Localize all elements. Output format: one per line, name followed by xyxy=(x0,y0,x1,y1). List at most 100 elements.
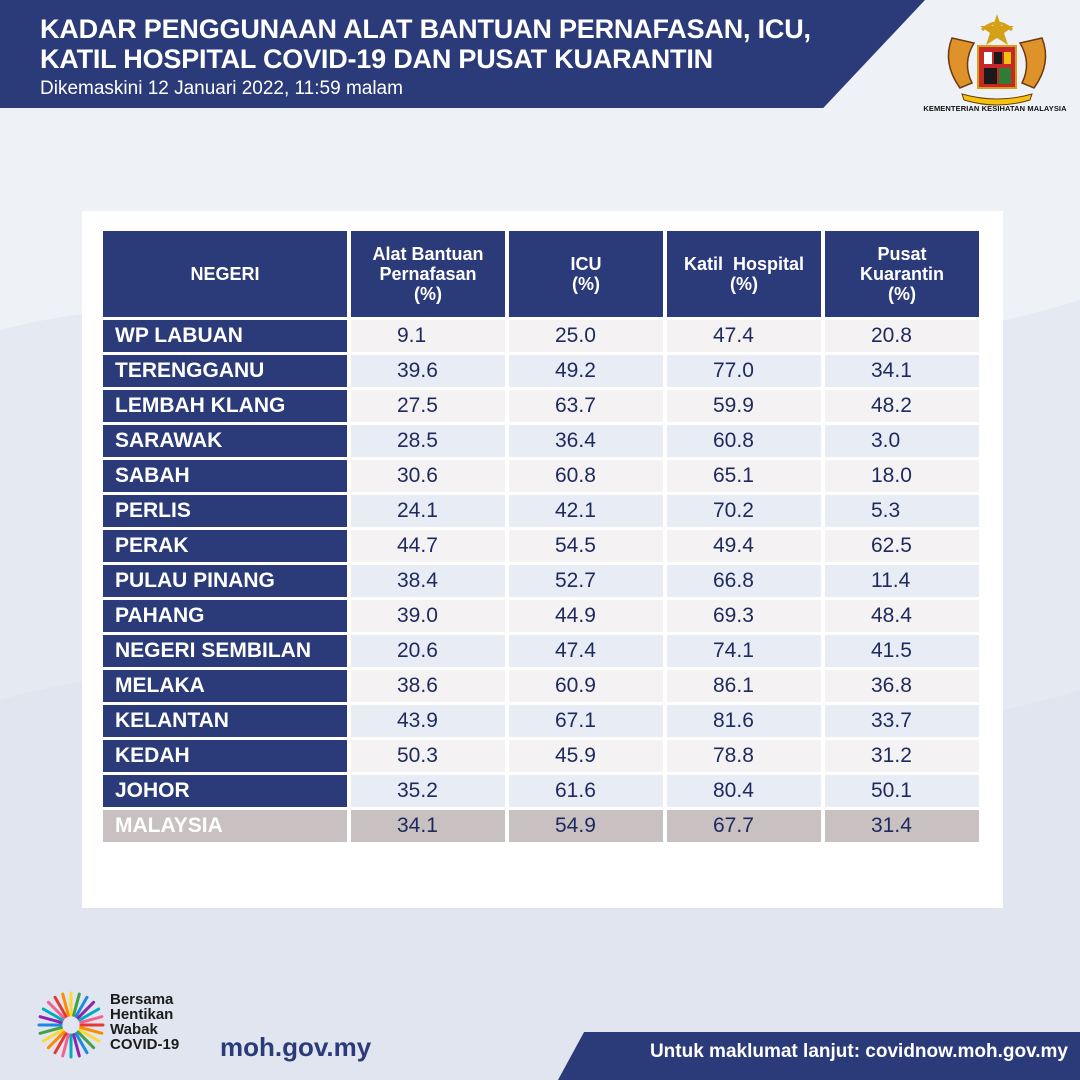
icu-cell: 44.9 xyxy=(509,600,663,632)
state-cell: PAHANG xyxy=(103,600,347,632)
quarantine-cell: 33.7 xyxy=(825,705,979,737)
table-row: PAHANG 39.0 44.9 69.3 48.4 xyxy=(103,600,979,632)
utilization-table: NEGERI Alat Bantuan Pernafasan (%) ICU (… xyxy=(99,228,983,845)
hospital-cell: 65.1 xyxy=(667,460,821,492)
hospital-cell: 86.1 xyxy=(667,670,821,702)
quarantine-cell: 18.0 xyxy=(825,460,979,492)
ventilator-cell: 30.6 xyxy=(351,460,505,492)
ventilator-cell: 27.5 xyxy=(351,390,505,422)
quarantine-cell: 11.4 xyxy=(825,565,979,597)
icu-cell: 54.9 xyxy=(509,810,663,842)
icu-cell: 63.7 xyxy=(509,390,663,422)
icu-cell: 60.9 xyxy=(509,670,663,702)
quarantine-cell: 3.0 xyxy=(825,425,979,457)
quarantine-cell: 34.1 xyxy=(825,355,979,387)
total-row: MALAYSIA 34.1 54.9 67.7 31.4 xyxy=(103,810,979,842)
quarantine-cell: 41.5 xyxy=(825,635,979,667)
quarantine-cell: 62.5 xyxy=(825,530,979,562)
ventilator-cell: 34.1 xyxy=(351,810,505,842)
hospital-cell: 78.8 xyxy=(667,740,821,772)
icu-cell: 67.1 xyxy=(509,705,663,737)
hospital-cell: 66.8 xyxy=(667,565,821,597)
quarantine-cell: 36.8 xyxy=(825,670,979,702)
hospital-cell: 60.8 xyxy=(667,425,821,457)
table-row: SABAH 30.6 60.8 65.1 18.0 xyxy=(103,460,979,492)
state-cell: KEDAH xyxy=(103,740,347,772)
ventilator-cell: 38.6 xyxy=(351,670,505,702)
hospital-cell: 69.3 xyxy=(667,600,821,632)
ministry-caption: KEMENTERIAN KESIHATAN MALAYSIA xyxy=(923,104,1067,113)
table-body: WP LABUAN 9.1 25.0 47.4 20.8 TERENGGANU 39.6 49… xyxy=(103,320,979,842)
ventilator-cell: 9.1 xyxy=(351,320,505,352)
ventilator-cell: 39.6 xyxy=(351,355,505,387)
state-cell: WP LABUAN xyxy=(103,320,347,352)
table-row: WP LABUAN 9.1 25.0 47.4 20.8 xyxy=(103,320,979,352)
ventilator-cell: 24.1 xyxy=(351,495,505,527)
icu-cell: 42.1 xyxy=(509,495,663,527)
header-icu: ICU (%) xyxy=(509,231,663,317)
more-info-link[interactable]: Untuk maklumat lanjut: covidnow.moh.gov.… xyxy=(649,1041,1068,1062)
quarantine-cell: 31.2 xyxy=(825,740,979,772)
header-band xyxy=(0,0,925,108)
state-cell: LEMBAH KLANG xyxy=(103,390,347,422)
hospital-cell: 67.7 xyxy=(667,810,821,842)
icu-cell: 60.8 xyxy=(509,460,663,492)
ventilator-cell: 39.0 xyxy=(351,600,505,632)
coat-of-arms-logo xyxy=(947,14,1047,106)
ventilator-cell: 35.2 xyxy=(351,775,505,807)
table-header-row: NEGERI Alat Bantuan Pernafasan (%) ICU (… xyxy=(103,231,979,317)
quarantine-cell: 48.4 xyxy=(825,600,979,632)
table-row: KEDAH 50.3 45.9 78.8 31.2 xyxy=(103,740,979,772)
ventilator-cell: 28.5 xyxy=(351,425,505,457)
icu-cell: 36.4 xyxy=(509,425,663,457)
hospital-cell: 70.2 xyxy=(667,495,821,527)
quarantine-cell: 20.8 xyxy=(825,320,979,352)
header-state: NEGERI xyxy=(103,231,347,317)
footer-band xyxy=(558,1032,1080,1080)
icu-cell: 52.7 xyxy=(509,565,663,597)
updated-timestamp: Dikemaskini 12 Januari 2022, 11:59 malam xyxy=(40,78,403,99)
ventilator-cell: 44.7 xyxy=(351,530,505,562)
state-cell: NEGERI SEMBILAN xyxy=(103,635,347,667)
campaign-slogan: Bersama Hentikan Wabak COVID-19 xyxy=(110,991,180,1053)
icu-cell: 54.5 xyxy=(509,530,663,562)
state-cell: KELANTAN xyxy=(103,705,347,737)
header-quarantine: Pusat Kuarantin (%) xyxy=(825,231,979,317)
state-cell: TERENGGANU xyxy=(103,355,347,387)
title-line-1: KADAR PENGGUNAAN ALAT BANTUAN PERNAFASAN… xyxy=(40,14,811,44)
quarantine-cell: 48.2 xyxy=(825,390,979,422)
quarantine-cell: 5.3 xyxy=(825,495,979,527)
ventilator-cell: 38.4 xyxy=(351,565,505,597)
table-row: SARAWAK 28.5 36.4 60.8 3.0 xyxy=(103,425,979,457)
icu-cell: 45.9 xyxy=(509,740,663,772)
ventilator-cell: 43.9 xyxy=(351,705,505,737)
table-row: KELANTAN 43.9 67.1 81.6 33.7 xyxy=(103,705,979,737)
table-row: PERLIS 24.1 42.1 70.2 5.3 xyxy=(103,495,979,527)
hospital-cell: 47.4 xyxy=(667,320,821,352)
table-row: NEGERI SEMBILAN 20.6 47.4 74.1 41.5 xyxy=(103,635,979,667)
site-link[interactable]: moh.gov.my xyxy=(220,1032,372,1062)
hospital-cell: 74.1 xyxy=(667,635,821,667)
hospital-cell: 77.0 xyxy=(667,355,821,387)
table-row: TERENGGANU 39.6 49.2 77.0 34.1 xyxy=(103,355,979,387)
header-hospital: Katil Hospital (%) xyxy=(667,231,821,317)
state-cell: JOHOR xyxy=(103,775,347,807)
state-cell: PERLIS xyxy=(103,495,347,527)
page-title: KADAR PENGGUNAAN ALAT BANTUAN PERNAFASAN… xyxy=(40,14,900,74)
ventilator-cell: 20.6 xyxy=(351,635,505,667)
hospital-cell: 59.9 xyxy=(667,390,821,422)
icu-cell: 47.4 xyxy=(509,635,663,667)
state-cell: SABAH xyxy=(103,460,347,492)
icu-cell: 25.0 xyxy=(509,320,663,352)
quarantine-cell: 31.4 xyxy=(825,810,979,842)
ventilator-cell: 50.3 xyxy=(351,740,505,772)
state-cell: SARAWAK xyxy=(103,425,347,457)
state-cell: MELAKA xyxy=(103,670,347,702)
state-cell: MALAYSIA xyxy=(103,810,347,842)
state-cell: PERAK xyxy=(103,530,347,562)
header-ventilator: Alat Bantuan Pernafasan (%) xyxy=(351,231,505,317)
covid-campaign-logo xyxy=(37,991,105,1059)
table-row: LEMBAH KLANG 27.5 63.7 59.9 48.2 xyxy=(103,390,979,422)
table-row: MELAKA 38.6 60.9 86.1 36.8 xyxy=(103,670,979,702)
title-line-2: KATIL HOSPITAL COVID-19 DAN PUSAT KUARAN… xyxy=(40,44,713,74)
